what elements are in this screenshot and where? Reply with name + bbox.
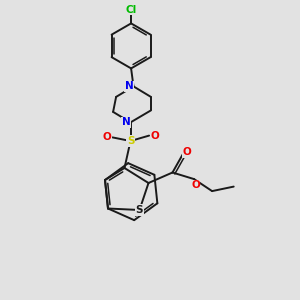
Text: S: S [127, 136, 134, 146]
Text: Cl: Cl [125, 5, 137, 15]
Text: S: S [136, 205, 143, 215]
Text: O: O [103, 132, 112, 142]
Text: N: N [122, 117, 130, 128]
Text: N: N [124, 81, 134, 92]
Text: O: O [191, 180, 200, 190]
Text: O: O [183, 147, 192, 158]
Text: O: O [150, 130, 159, 141]
